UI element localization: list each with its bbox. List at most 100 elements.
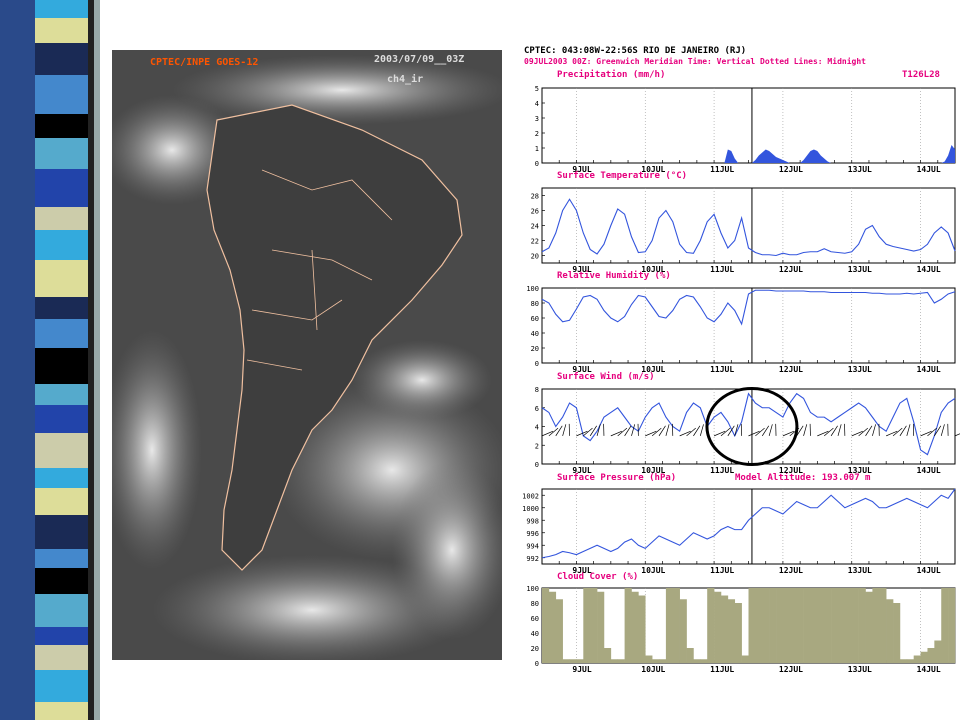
cloud-bar xyxy=(762,588,770,663)
wind-barb xyxy=(562,424,567,436)
x-tick-label: 12JUL xyxy=(779,265,803,274)
deco-block xyxy=(35,230,88,260)
satellite-label-left: CPTEC/INPE GOES-12 xyxy=(150,57,258,68)
cloud-bar xyxy=(899,659,908,663)
wind-barb xyxy=(886,430,898,437)
satellite-label-channel: ch4_ir xyxy=(387,73,423,85)
deco-block xyxy=(35,348,88,384)
cloud-bar xyxy=(583,588,591,663)
cloud-bar xyxy=(886,599,894,663)
x-tick-label: 13JUL xyxy=(848,365,872,374)
x-tick-label: 11JUL xyxy=(710,365,734,374)
y-tick-label: 0 xyxy=(535,160,539,168)
wind-barb xyxy=(610,430,623,437)
cloud-bar xyxy=(610,659,619,663)
deco-block xyxy=(35,75,88,114)
cloud-bar xyxy=(879,588,887,663)
deco-block xyxy=(35,405,88,433)
cloud-bar xyxy=(893,603,901,663)
x-tick-label: 9JUL xyxy=(572,165,591,174)
deco-block xyxy=(35,207,88,230)
wind-barb xyxy=(782,430,795,437)
cloud-title: Cloud Cover (%) xyxy=(557,572,639,582)
y-tick-label: 1000 xyxy=(522,505,539,513)
wind-barb xyxy=(617,427,628,437)
y-tick-label: 996 xyxy=(526,530,539,538)
deco-block xyxy=(35,515,88,549)
y-tick-label: 20 xyxy=(531,645,539,653)
cloud-bar xyxy=(844,588,853,663)
cloud-bar xyxy=(548,591,557,663)
deco-block xyxy=(35,468,88,488)
cloud-bar xyxy=(665,588,674,663)
slide-decoration xyxy=(0,0,100,720)
cloud-bar xyxy=(569,659,577,663)
cloud-bar xyxy=(672,588,680,663)
wind-barb xyxy=(665,424,670,436)
cloud-bar xyxy=(679,599,687,663)
cloud-bar xyxy=(555,599,563,663)
cloud-bar xyxy=(810,588,818,663)
cloud-bar xyxy=(542,588,550,663)
x-tick-label: 11JUL xyxy=(710,265,734,274)
cloud-bar xyxy=(837,588,846,663)
highlight-circle xyxy=(705,387,799,466)
panel-frame xyxy=(541,488,956,565)
x-tick-label: 9JUL xyxy=(572,466,591,475)
wind-barb xyxy=(851,430,863,437)
y-tick-label: 6 xyxy=(535,405,539,413)
wind-barb xyxy=(548,427,559,437)
cloud-bar xyxy=(796,588,804,663)
y-tick-label: 40 xyxy=(531,630,539,638)
wind-barb xyxy=(830,425,838,437)
cloud-bar xyxy=(913,655,921,663)
meteogram-header-line1: CPTEC: 043:08W-22:56S RIO DE JANEIRO (RJ… xyxy=(524,46,747,56)
satellite-image: CPTEC/INPE GOES-12 2003/07/09__03Z ch4_i… xyxy=(102,50,512,665)
y-tick-label: 80 xyxy=(531,600,539,608)
wind-barb xyxy=(940,424,945,436)
cloud-bar xyxy=(576,659,584,663)
cloud-bar xyxy=(817,588,825,663)
x-tick-label: 11JUL xyxy=(710,566,734,575)
y-tick-label: 4 xyxy=(535,424,539,432)
meteogram-header-line2: 09JUL2003 00Z: Greenwich Meridian Time: … xyxy=(524,57,866,66)
deco-block xyxy=(35,384,88,405)
x-tick-label: 12JUL xyxy=(779,665,803,674)
y-tick-label: 28 xyxy=(531,193,539,201)
cloud-bar xyxy=(851,588,859,663)
wind-barb xyxy=(734,424,739,436)
y-tick-label: 998 xyxy=(526,517,539,525)
cloud-bar xyxy=(776,588,784,663)
wind-barb xyxy=(589,425,597,437)
deco-block xyxy=(35,260,88,297)
wind-barb xyxy=(576,430,588,437)
x-tick-label: 13JUL xyxy=(848,265,872,274)
x-tick-label: 13JUL xyxy=(848,466,872,475)
deco-block xyxy=(35,568,88,594)
x-tick-label: 10JUL xyxy=(641,165,665,174)
y-tick-label: 4 xyxy=(535,100,539,108)
deco-block xyxy=(35,319,88,348)
satellite-picture: CPTEC/INPE GOES-12 2003/07/09__03Z ch4_i… xyxy=(102,50,512,665)
wind-barb xyxy=(541,430,554,437)
cloud-bar xyxy=(707,588,715,663)
cloud-bar xyxy=(652,659,660,663)
wind-barb xyxy=(817,430,829,437)
series-line xyxy=(541,289,956,326)
model-code: T126L28 xyxy=(902,70,940,80)
meteogram-plots: 9JUL10JUL11JUL12JUL13JUL14JUL15JUL012345… xyxy=(522,85,960,674)
wind-barb xyxy=(624,425,632,437)
deco-block xyxy=(35,297,88,319)
y-tick-label: 1 xyxy=(535,145,539,153)
cloud-bar xyxy=(755,588,763,663)
y-tick-label: 100 xyxy=(526,285,539,293)
y-tick-label: 20 xyxy=(531,345,539,353)
cloud-bar xyxy=(748,588,756,663)
y-tick-label: 26 xyxy=(531,208,539,216)
cloud-bar xyxy=(693,659,701,663)
cloud-bar xyxy=(789,588,797,663)
y-tick-label: 20 xyxy=(531,253,539,261)
wind-barb xyxy=(645,430,657,437)
cloud-bar xyxy=(782,588,791,663)
y-tick-label: 994 xyxy=(526,542,539,550)
